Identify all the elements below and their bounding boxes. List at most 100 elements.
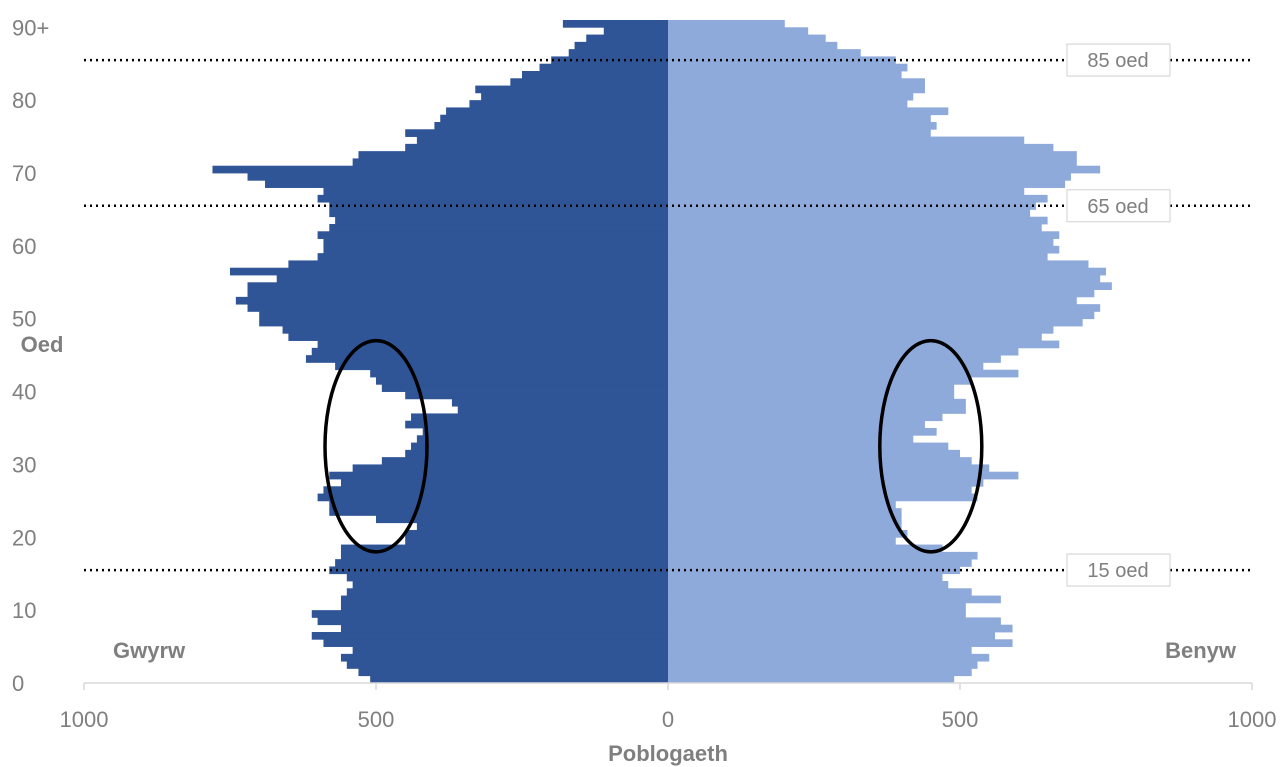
female-bar-age-63 [668, 216, 1048, 225]
female-bar-age-48 [668, 326, 1054, 334]
male-bar-age-73 [405, 143, 668, 152]
male-bar-age-80 [481, 92, 668, 101]
male-bar-age-30 [381, 457, 668, 465]
male-bar-age-23 [329, 508, 668, 516]
female-bar-age-23 [668, 508, 902, 516]
female-bar-age-72 [668, 151, 1077, 159]
reference-label-box [1066, 189, 1171, 223]
male-bar-age-16 [335, 559, 668, 567]
male-bar-age-29 [352, 464, 668, 473]
x-tick-label: 1000 [60, 707, 109, 732]
female-bar-age-64 [668, 209, 1031, 218]
y-tick-label: 10 [12, 598, 36, 623]
male-bar-age-46 [317, 340, 668, 349]
y-tick-label: 40 [12, 380, 36, 405]
male-bar-age-27 [340, 479, 668, 487]
female-bar-age-47 [668, 333, 1042, 341]
y-tick-label: 60 [12, 234, 36, 259]
female-bar-age-9 [668, 610, 966, 618]
male-bar-age-8 [317, 617, 668, 626]
male-bar-age-11 [340, 595, 668, 604]
female-bar-age-3 [668, 653, 990, 662]
male-bar-age-41 [376, 377, 668, 385]
male-bar-age-75 [405, 129, 668, 137]
male-bar-age-57 [288, 260, 668, 269]
female-bar-age-66 [668, 194, 1048, 203]
female-bar-age-68 [668, 180, 1066, 188]
female-bar-age-60 [668, 238, 1054, 247]
male-bar-age-47 [288, 333, 668, 341]
male-bar-age-81 [475, 85, 668, 94]
male-bar-age-90 [562, 20, 668, 28]
male-bar-age-51 [247, 304, 668, 312]
female-bar-age-6 [668, 632, 996, 640]
female-bar-age-57 [668, 260, 1089, 269]
female-bar-age-45 [668, 347, 1019, 356]
bars-layer [212, 20, 1112, 684]
male-bar-age-88 [586, 34, 668, 43]
male-bar-age-79 [469, 100, 668, 108]
female-bar-age-42 [668, 369, 1019, 378]
male-bar-age-10 [340, 602, 668, 611]
annotation-ellipse-gwyrw [323, 338, 429, 554]
female-bar-age-28 [668, 471, 1019, 480]
female-bar-age-31 [668, 449, 960, 458]
female-bar-age-73 [668, 143, 1054, 152]
y-axis-title: Oed [21, 332, 64, 357]
male-bar-age-72 [358, 151, 668, 159]
female-bar-age-20 [668, 530, 908, 538]
male-bar-age-84 [539, 63, 668, 72]
female-bar-age-55 [668, 275, 1101, 283]
female-bar-age-71 [668, 158, 1077, 167]
male-bar-age-78 [446, 107, 668, 116]
male-bar-age-53 [247, 289, 668, 298]
female-bar-age-61 [668, 231, 1060, 239]
male-bar-age-86 [568, 49, 668, 57]
male-bar-age-26 [323, 486, 668, 494]
female-bar-age-49 [668, 318, 1083, 327]
male-bar-age-36 [411, 413, 668, 422]
male-bar-age-62 [329, 224, 668, 232]
male-bar-age-34 [422, 428, 668, 436]
male-bar-age-52 [235, 296, 668, 305]
male-bar-age-56 [230, 267, 668, 276]
female-side-label: Benyw [1165, 638, 1237, 663]
y-tick-label: 80 [12, 88, 36, 113]
male-bar-age-42 [370, 369, 668, 378]
male-bar-age-50 [259, 311, 668, 320]
female-bar-age-26 [668, 486, 972, 494]
female-bar-age-15 [668, 566, 960, 575]
male-bar-age-35 [405, 420, 668, 429]
male-bar-age-19 [405, 537, 668, 545]
female-bar-age-16 [668, 559, 972, 567]
female-bar-age-39 [668, 391, 955, 400]
reference-label-box [1066, 553, 1171, 587]
male-bar-age-38 [451, 398, 668, 407]
male-bar-age-31 [405, 449, 668, 458]
female-bar-age-88 [668, 34, 826, 43]
female-bar-age-90 [668, 20, 785, 28]
male-bar-age-59 [323, 245, 668, 254]
female-bar-age-87 [668, 41, 838, 50]
female-bar-age-22 [668, 515, 902, 524]
female-bar-age-35 [668, 420, 925, 429]
annotation-ellipses [323, 338, 984, 554]
male-bar-age-77 [440, 114, 668, 123]
male-bar-age-85 [551, 56, 668, 65]
female-bar-age-50 [668, 311, 1095, 320]
female-bar-age-62 [668, 224, 1042, 232]
female-bar-age-34 [668, 428, 937, 436]
male-bar-age-32 [411, 442, 668, 451]
female-bar-age-33 [668, 435, 914, 443]
female-bar-age-12 [668, 588, 972, 596]
male-bar-age-18 [340, 544, 668, 553]
female-bar-age-38 [668, 398, 966, 407]
reference-lines: 85 oed 65 oed 15 oed [84, 43, 1252, 587]
male-bar-age-12 [346, 588, 668, 596]
male-bar-age-67 [323, 187, 668, 196]
female-bar-age-82 [668, 78, 925, 86]
x-tick-label: 500 [358, 707, 395, 732]
male-bar-age-22 [376, 515, 668, 524]
female-bar-age-24 [668, 500, 896, 509]
